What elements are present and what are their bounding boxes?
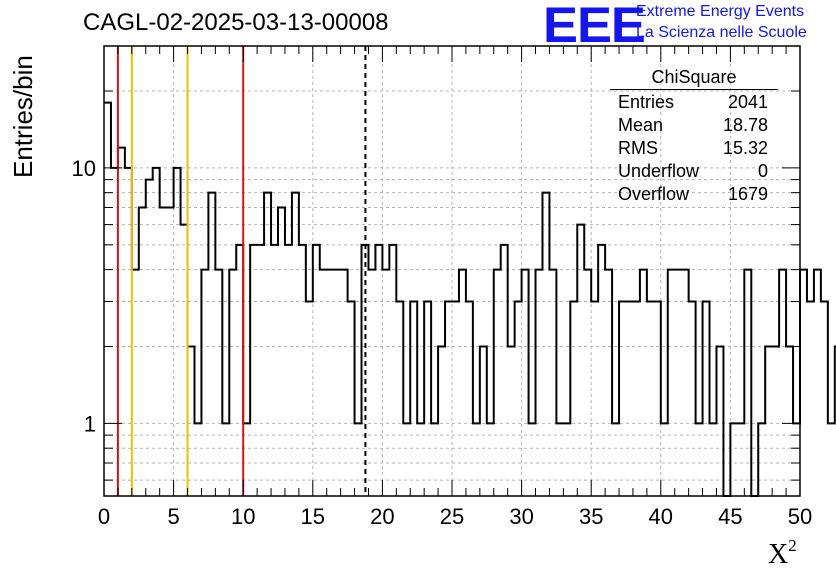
- stat-value: 0: [757, 161, 768, 181]
- stat-label: Underflow: [618, 161, 700, 181]
- stat-label: Mean: [618, 115, 664, 135]
- stat-value: 18.78: [722, 115, 768, 135]
- x-tick-label: 20: [370, 504, 394, 529]
- x-tick-label: 35: [579, 504, 603, 529]
- stat-row-rms: RMS 15.32: [610, 137, 778, 160]
- histogram-step-line: [104, 101, 836, 497]
- x-tick-label: 25: [440, 504, 464, 529]
- x-tick-label: 15: [301, 504, 325, 529]
- stat-value: 15.32: [722, 138, 768, 158]
- logo-tagline-2: La Scienza nelle Scuole: [636, 24, 807, 41]
- y-tick-label: 10: [72, 156, 96, 181]
- x-axis-label: X2: [768, 536, 797, 571]
- chart-title: CAGL-02-2025-03-13-00008: [83, 9, 389, 36]
- y-tick-label: 1: [84, 411, 96, 436]
- stat-label: Overflow: [618, 184, 690, 204]
- x-tick-label: 40: [649, 504, 673, 529]
- stat-value: 2041: [727, 92, 768, 112]
- logo-tagline-1: Extreme Energy Events: [636, 3, 805, 20]
- stats-box: ChiSquare Entries 2041 Mean 18.78 RMS 15.32…: [610, 67, 778, 206]
- stat-row-mean: Mean 18.78: [610, 114, 778, 137]
- x-tick-label: 45: [718, 504, 742, 529]
- stat-row-underflow: Underflow 0: [610, 160, 778, 183]
- stat-row-overflow: Overflow 1679: [610, 183, 778, 206]
- stat-value: 1679: [727, 184, 768, 204]
- x-tick-label: 5: [167, 504, 179, 529]
- x-tick-label: 10: [231, 504, 255, 529]
- y-axis-label: Entries/bin: [8, 55, 38, 178]
- stat-label: Entries: [618, 92, 675, 112]
- stat-label: RMS: [618, 138, 658, 158]
- eee-logo: EEE: [543, 0, 646, 53]
- x-tick-label: 30: [509, 504, 533, 529]
- x-axis-label-main: X: [768, 539, 789, 570]
- x-tick-label: 50: [788, 504, 812, 529]
- stats-title: ChiSquare: [610, 67, 778, 90]
- x-axis-label-sup: 2: [788, 536, 797, 555]
- x-tick-label: 0: [98, 504, 110, 529]
- stat-row-entries: Entries 2041: [610, 91, 778, 114]
